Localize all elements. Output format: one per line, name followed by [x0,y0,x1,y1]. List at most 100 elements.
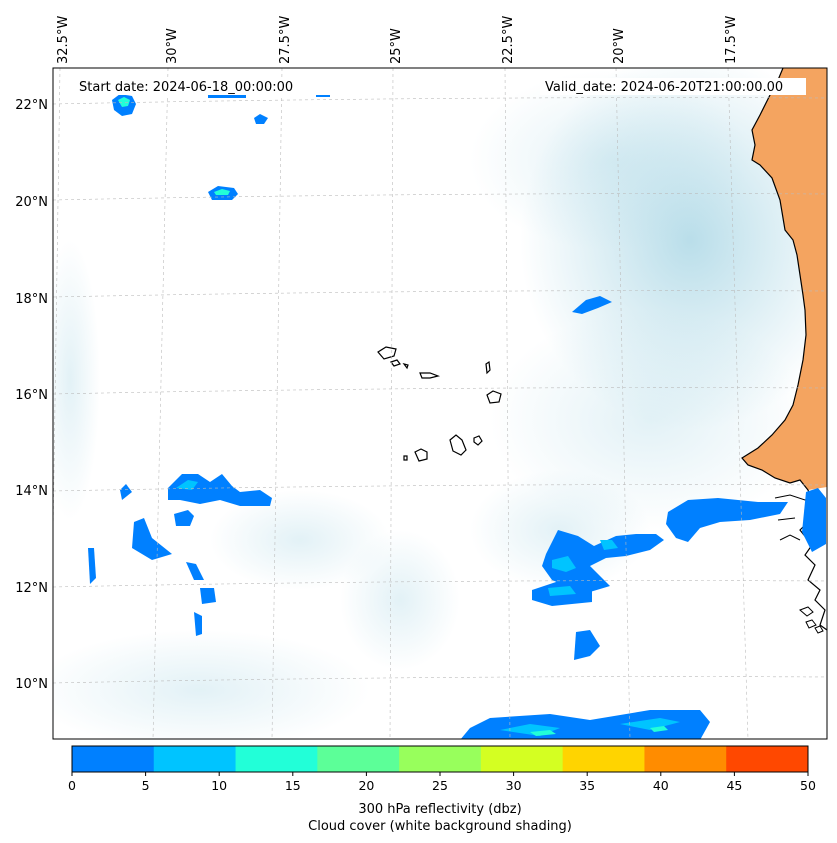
reflectivity-cell [174,510,194,526]
start-date-label: Start date: 2024-06-18_00:00:00 [79,80,293,95]
lat-label: 12°N [15,581,48,596]
island-santo-antao [377,346,397,360]
colorbar-tick-label: 50 [800,778,816,793]
lon-label: 17.5°W [724,16,739,64]
grid-lon-22-5 [504,68,511,739]
colorbar-segment [726,746,809,772]
island-santa-luzia [402,363,409,370]
lat-label: 20°N [15,195,48,210]
colorbar-segment [480,746,564,772]
colorbar-tick-label: 10 [211,778,227,793]
grid-lat-20 [53,193,827,201]
colorbar-tick-label: 15 [285,778,301,793]
reflectivity-cell [316,95,330,97]
grid-lon-30 [152,68,169,739]
reflectivity-cell [214,189,230,195]
africa-land [742,68,827,490]
lon-label: 30°W [165,28,180,64]
colorbar-segment [399,746,482,772]
island-sao-vicente [390,359,401,367]
africa-land-south [778,498,827,739]
reflectivity-layer [88,94,826,739]
reflectivity-cell [118,97,130,107]
colorbar-tick-label: 45 [726,778,742,793]
grid-lon-27-5 [271,68,283,739]
longitude-labels: 32.5°W 30°W 27.5°W 25°W 22.5°W 20°W 17.5… [56,16,739,64]
colorbar-tick-label: 0 [68,778,76,793]
colorbar-segment [72,746,155,772]
cape-verde-islands [377,346,502,462]
colorbar-tick-label: 40 [653,778,669,793]
valid-date-label: Valid_date: 2024-06-20T21:00:00.00 [545,80,783,95]
reflectivity-cell [542,530,664,592]
reflectivity-cell [600,540,618,550]
bissau-islands [799,606,824,634]
coastline [741,68,827,631]
reflectivity-cell [88,548,96,584]
grid-lon-17-5 [727,68,749,739]
lon-label: 32.5°W [56,16,71,64]
reflectivity-cell [208,95,246,98]
colorbar-segment [644,746,727,772]
latitude-labels: 22°N 20°N 18°N 16°N 14°N 12°N 10°N [15,98,48,692]
grid-lat-22 [53,97,827,105]
reflectivity-cell [194,612,202,636]
grid-lat-14 [53,484,827,492]
colorbar-tick-label: 5 [142,778,150,793]
grid-lon-25 [389,68,394,739]
lon-label: 22.5°W [501,16,516,64]
cloud-area-west [53,240,100,520]
map-panel: Start date: 2024-06-18_00:00:00 Valid_da… [53,68,827,739]
reflectivity-cell [186,562,204,580]
island-brava [403,455,408,461]
colorbar-sublabel: Cloud cover (white background shading) [308,819,572,834]
lat-label: 10°N [15,677,48,692]
lon-label: 27.5°W [278,16,293,64]
lon-label: 25°W [389,28,404,64]
map-frame [52,67,828,740]
cloud-area-central [210,490,390,590]
island-sal [485,360,491,375]
reflectivity-cell [176,480,198,490]
colorbar-segment [317,746,400,772]
reflectivity-cell [254,114,268,124]
colorbar-tick-label: 30 [506,778,522,793]
cloud-area-north [470,70,750,250]
colorbar-tick-label: 20 [358,778,374,793]
island-boa-vista [486,390,502,404]
lon-label: 20°W [612,28,627,64]
grid-lat-16 [53,387,827,395]
colorbar-tick-label: 35 [579,778,595,793]
reflectivity-cell [200,588,216,604]
grid-lat-10 [53,676,827,684]
reflectivity-cell [120,484,132,500]
island-maio [473,435,483,446]
lat-label: 16°N [15,388,48,403]
grid-lat-18 [53,290,827,298]
graticule-grid [53,68,827,739]
cloud-area-southeast [470,470,650,590]
reflectivity-cell [650,726,668,732]
reflectivity-cell [132,518,172,560]
reflectivity-cell [552,556,576,572]
cloud-cover-layer [53,68,827,739]
reflectivity-cell [666,498,788,542]
reflectivity-cell [802,488,826,552]
colorbar: 0 5 10 15 20 25 30 35 40 45 50 300 hPa reflectivit… [68,745,816,834]
grid-lon-20 [615,68,631,739]
colorbar-segment [562,746,645,772]
colorbar-label: 300 hPa reflectivity (dbz) [358,802,521,817]
island-fogo [414,448,428,462]
grid-lat-12 [53,580,827,588]
colorbar-tick-label: 25 [432,778,448,793]
reflectivity-cell [530,730,556,736]
colorbar-segment [235,746,318,772]
cloud-area-southwest [53,630,370,739]
start-date-box [74,78,314,95]
island-sao-nicolau [419,372,441,379]
lat-label: 18°N [15,292,48,307]
reflectivity-cell [548,586,576,596]
reflectivity-cell [574,630,600,660]
island-santiago [449,434,467,456]
